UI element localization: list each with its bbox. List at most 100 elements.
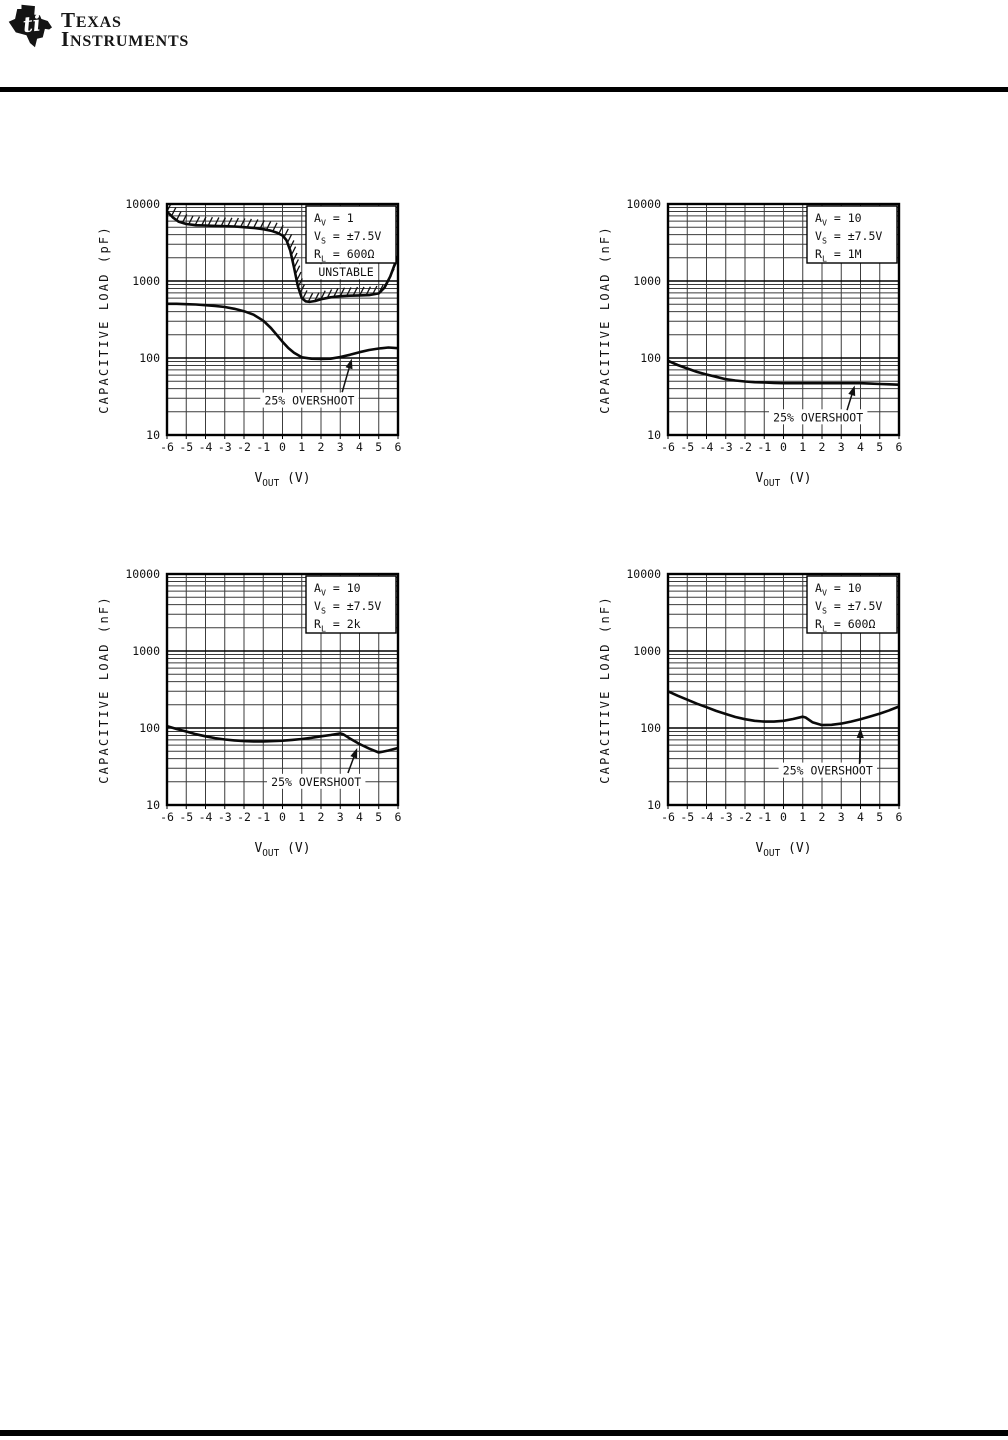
y-tick-100: 100 (139, 721, 160, 735)
ti-logo: ti TEXAS INSTRUMENTS (8, 3, 189, 50)
y-tick-10: 10 (146, 798, 160, 812)
curve-25-overshoot (667, 359, 900, 386)
overshoot-arrow (341, 358, 353, 393)
annotation-bg (260, 392, 359, 408)
condition-line-av: AV = 10 (815, 581, 862, 597)
x-tick-3: 3 (337, 440, 344, 454)
x-tick-6: 6 (395, 440, 402, 454)
y-tick-1000: 1000 (132, 644, 160, 658)
x-tick--6: -6 (661, 810, 675, 824)
conditions-box (806, 205, 898, 264)
x-tick-6: 6 (395, 810, 402, 824)
x-tick--5: -5 (179, 810, 193, 824)
condition-line-vs: VS = ±7.5V (815, 229, 882, 245)
x-axis-label: VOUT (V) (254, 841, 310, 859)
y-tick-10: 10 (647, 428, 661, 442)
x-tick--2: -2 (237, 810, 251, 824)
x-tick-3: 3 (838, 440, 845, 454)
x-axis-label: VOUT (V) (254, 471, 310, 489)
grid (166, 574, 399, 809)
x-tick-1: 1 (799, 440, 806, 454)
x-tick--2: -2 (237, 440, 251, 454)
annotation-unstable: UNSTABLE (318, 265, 373, 279)
x-tick-5: 5 (876, 440, 883, 454)
x-tick-2: 2 (819, 810, 826, 824)
y-tick-1000: 1000 (132, 274, 160, 288)
series-group (667, 359, 900, 386)
overshoot-arrow (347, 747, 358, 774)
x-tick--3: -3 (218, 440, 232, 454)
x-tick-2: 2 (318, 810, 325, 824)
x-tick-5: 5 (375, 440, 382, 454)
x-tick-4: 4 (356, 440, 363, 454)
y-axis-label: CAPACITIVE LOAD (nF) (598, 225, 612, 414)
y-tick-1000: 1000 (633, 274, 661, 288)
annotation-bg (267, 773, 366, 789)
top-divider (0, 87, 1008, 92)
series-group (166, 204, 399, 361)
x-tick-5: 5 (876, 810, 883, 824)
axis-ticks: 10 100 1000 10000 -6 -5 -4 -3 -2 -1 0 1 2 3 4 5 6 (125, 567, 401, 824)
x-tick-0: 0 (279, 810, 286, 824)
x-tick--2: -2 (738, 810, 752, 824)
series-group (667, 690, 900, 727)
y-tick-100: 100 (640, 351, 661, 365)
x-tick--3: -3 (719, 810, 733, 824)
x-tick--5: -5 (680, 810, 694, 824)
y-tick-10000: 10000 (125, 197, 160, 211)
y-tick-10000: 10000 (125, 567, 160, 581)
x-tick-5: 5 (375, 810, 382, 824)
conditions-box (806, 575, 898, 634)
annotation-25-overshoot: 25% OVERSHOOT (271, 775, 361, 789)
y-tick-100: 100 (139, 351, 160, 365)
x-tick--3: -3 (218, 810, 232, 824)
y-axis-label: CAPACITIVE LOAD (pF) (97, 225, 111, 414)
x-tick--3: -3 (719, 440, 733, 454)
condition-line-av: AV = 10 (815, 211, 862, 227)
curve-25-overshoot (166, 724, 399, 754)
x-tick--1: -1 (256, 440, 270, 454)
x-tick-1: 1 (799, 810, 806, 824)
logo-instruments: INSTRUMENTS (61, 27, 190, 51)
logo-texas: TEXAS (61, 8, 122, 32)
chart-overshoot-av10-rl2k: 25% OVERSHOOT AV = 10 VS = ±7.5V RL = 2k 10 1… (90, 550, 412, 862)
x-tick-4: 4 (857, 810, 864, 824)
axis-ticks: 10 100 1000 10000 -6 -5 -4 -3 -2 -1 0 1 2 3 4 5 6 (125, 197, 401, 454)
x-tick--4: -4 (199, 440, 213, 454)
chart-overshoot-av10-rl600: 25% OVERSHOOT AV = 10 VS = ±7.5V RL = 600Ω 1… (591, 550, 913, 862)
texas-instruments-logo-icon: ti (8, 4, 52, 48)
curve-25-overshoot (166, 302, 399, 361)
condition-line-vs: VS = ±7.5V (314, 599, 381, 615)
conditions-box (305, 575, 397, 634)
condition-line-rl: RL = 2k (314, 617, 361, 633)
x-tick-2: 2 (318, 440, 325, 454)
x-tick--1: -1 (256, 810, 270, 824)
x-tick--2: -2 (738, 440, 752, 454)
series-group (166, 724, 399, 754)
x-tick-4: 4 (356, 810, 363, 824)
overshoot-arrow (846, 385, 856, 411)
condition-line-av: AV = 1 (314, 211, 354, 227)
ti-glyph: ti (22, 12, 42, 39)
x-tick-6: 6 (896, 440, 903, 454)
y-axis-label: CAPACITIVE LOAD (nF) (598, 595, 612, 784)
x-tick-6: 6 (896, 810, 903, 824)
y-tick-1000: 1000 (633, 644, 661, 658)
x-tick--6: -6 (160, 440, 174, 454)
x-tick-1: 1 (298, 810, 305, 824)
x-axis-label: VOUT (V) (755, 841, 811, 859)
axis-ticks: 10 100 1000 10000 -6 -5 -4 -3 -2 -1 0 1 2 3 4 5 6 (626, 197, 902, 454)
x-tick-3: 3 (838, 810, 845, 824)
condition-line-rl: RL = 600Ω (815, 617, 875, 633)
y-tick-10: 10 (146, 428, 160, 442)
condition-line-rl: RL = 600Ω (314, 247, 374, 263)
condition-line-vs: VS = ±7.5V (314, 229, 381, 245)
plot-border (666, 572, 901, 807)
x-axis-label: VOUT (V) (755, 471, 811, 489)
plot-border (165, 572, 400, 807)
x-tick-0: 0 (780, 810, 787, 824)
